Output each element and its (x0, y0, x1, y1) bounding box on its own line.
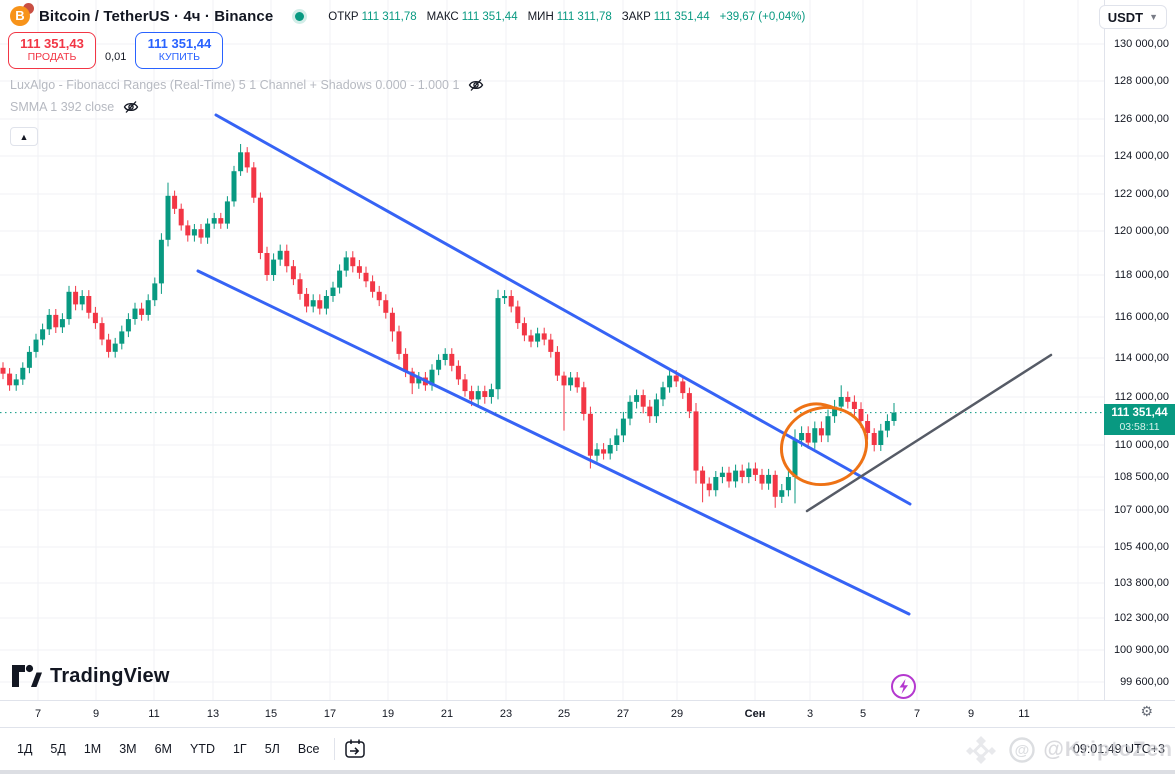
price-axis-label: 122 000,00 (1113, 188, 1169, 200)
sell-price: 111 351,43 (20, 36, 84, 51)
price-axis-label: 100 900,00 (1113, 644, 1169, 656)
market-status-dot[interactable] (295, 12, 305, 21)
indicator-title: LuxAlgo - Fibonacci Ranges (Real-Time) 5… (10, 78, 460, 92)
time-axis-label: 27 (616, 708, 630, 720)
trade-panel: 111 351,43 ПРОДАТЬ 0,01 111 351,44 КУПИТ… (8, 32, 224, 69)
indicator-row[interactable]: SMMA 1 392 close (10, 96, 485, 118)
time-axis-label: 17 (323, 708, 337, 720)
bottom-toolbar: 1Д 5Д 1М 3М 6М YTD 1Г 5Л Все 09:01:49 UTC+3 (0, 727, 1175, 770)
bitcoin-logo-icon: B (10, 2, 34, 28)
time-axis-label: 13 (206, 708, 220, 720)
range-button-1д[interactable]: 1Д (17, 742, 33, 756)
currency-selector[interactable]: USDT ▼ (1098, 5, 1167, 29)
spread-value: 0,01 (105, 50, 127, 63)
buy-label: КУПИТЬ (158, 51, 201, 63)
price-axis[interactable]: 130 000,00 128 000,00 126 000,00 124 000,00… (1104, 0, 1175, 700)
price-axis-label: 124 000,00 (1113, 150, 1169, 162)
last-price: 111 351,44 (1111, 406, 1168, 419)
time-axis-label: 15 (264, 708, 278, 720)
price-axis-label: 105 400,00 (1113, 541, 1169, 553)
time-axis-label: 23 (499, 708, 513, 720)
axis-settings-gear-icon[interactable]: ⚙ (1140, 703, 1153, 719)
chevron-down-icon: ▼ (1149, 12, 1158, 22)
range-button-1м[interactable]: 1М (83, 742, 102, 756)
high-label: МАКС (426, 10, 459, 23)
time-axis[interactable]: 7 9 11 13 15 17 19 21 23 25 27 29 Сен 3 5 7 9 11 (0, 700, 1175, 727)
pair-logo-icon (23, 2, 34, 14)
price-axis-label: 112 000,00 (1114, 391, 1169, 403)
time-axis-label: Сен (744, 708, 766, 720)
price-axis-label: 126 000,00 (1113, 113, 1169, 125)
btc-coin-icon: B (10, 5, 30, 26)
tradingview-wordmark: TradingView (50, 664, 170, 687)
indicator-legend: LuxAlgo - Fibonacci Ranges (Real-Time) 5… (10, 74, 485, 146)
change-value: +39,67 (+0,04%) (719, 10, 806, 23)
price-axis-label: 118 000,00 (1114, 269, 1169, 281)
time-axis-label: 5 (859, 708, 867, 720)
time-axis-label: 3 (806, 708, 814, 720)
time-axis-label: 9 (967, 708, 975, 720)
range-button-5л[interactable]: 5Л (264, 742, 280, 756)
time-axis-label: 9 (92, 708, 100, 720)
price-axis-label: 108 500,00 (1113, 471, 1169, 483)
bar-countdown: 03:58:11 (1119, 420, 1160, 433)
time-axis-label: 25 (557, 708, 571, 720)
tradingview-logo[interactable]: TradingView (12, 663, 170, 689)
sell-label: ПРОДАТЬ (27, 51, 77, 63)
price-axis-label: 130 000,00 (1113, 38, 1169, 50)
currency-label: USDT (1107, 9, 1144, 25)
time-axis-label: 19 (381, 708, 395, 720)
price-axis-label: 99 600,00 (1120, 676, 1169, 688)
eye-hidden-icon[interactable] (467, 76, 485, 94)
low-value: 111 311,78 (556, 10, 612, 23)
session-clock[interactable]: 09:01:49 UTC+3 (1072, 742, 1165, 756)
legend-collapse-button[interactable]: ▲ (10, 127, 38, 146)
range-button-ytd[interactable]: YTD (189, 742, 215, 756)
range-button-3м[interactable]: 3М (119, 742, 137, 756)
eye-hidden-icon[interactable] (122, 98, 140, 116)
indicator-title: SMMA 1 392 close (10, 100, 115, 114)
price-axis-label: 103 800,00 (1113, 577, 1169, 589)
indicator-row[interactable]: LuxAlgo - Fibonacci Ranges (Real-Time) 5… (10, 74, 485, 96)
sell-button[interactable]: 111 351,43 ПРОДАТЬ (8, 32, 96, 69)
go-to-date-icon[interactable] (343, 738, 367, 760)
toolbar-divider (334, 738, 336, 760)
range-buttons: 1Д 5Д 1М 3М 6М YTD 1Г 5Л Все (10, 738, 326, 760)
open-value: 111 311,78 (361, 10, 417, 23)
ohlc-values: ОТКР 111 311,78 МАКС 111 351,44 МИН 111 311… (328, 11, 805, 23)
price-axis-label: 128 000,00 (1113, 75, 1169, 87)
price-axis-label: 114 000,00 (1114, 352, 1169, 364)
event-lightning-icon[interactable] (890, 673, 917, 700)
price-axis-label: 107 000,00 (1113, 504, 1169, 516)
time-axis-label: 11 (148, 708, 160, 720)
buy-button[interactable]: 111 351,44 КУПИТЬ (135, 32, 224, 69)
price-axis-label: 116 000,00 (1114, 311, 1169, 323)
time-axis-label: 21 (440, 708, 454, 720)
window-edge (0, 770, 1175, 774)
last-price-badge: 111 351,44 03:58:11 (1104, 403, 1175, 435)
range-button-6м[interactable]: 6М (154, 742, 172, 756)
price-axis-label: 102 300,00 (1113, 612, 1169, 624)
high-value: 111 351,44 (461, 10, 518, 23)
price-axis-label: 120 000,00 (1113, 225, 1169, 237)
time-axis-label: 7 (913, 708, 921, 720)
tradingview-glyph-icon (12, 664, 42, 687)
time-axis-label: 29 (670, 708, 684, 720)
symbol-header: B Bitcoin / TetherUS · 4ч · Binance ОТКР… (0, 0, 1175, 33)
time-axis-label: 11 (1018, 708, 1030, 720)
open-label: ОТКР (328, 10, 359, 23)
range-button-1г[interactable]: 1Г (232, 742, 247, 756)
price-axis-label: 110 000,00 (1114, 439, 1169, 451)
time-axis-label: 7 (34, 708, 42, 720)
range-button-все[interactable]: Все (297, 742, 320, 756)
symbol-title[interactable]: Bitcoin / TetherUS · 4ч · Binance (39, 8, 274, 25)
range-button-5д[interactable]: 5Д (50, 742, 66, 756)
buy-price: 111 351,44 (147, 36, 212, 51)
close-value: 111 351,44 (653, 10, 710, 23)
low-label: МИН (527, 10, 554, 23)
close-label: ЗАКР (621, 10, 651, 23)
